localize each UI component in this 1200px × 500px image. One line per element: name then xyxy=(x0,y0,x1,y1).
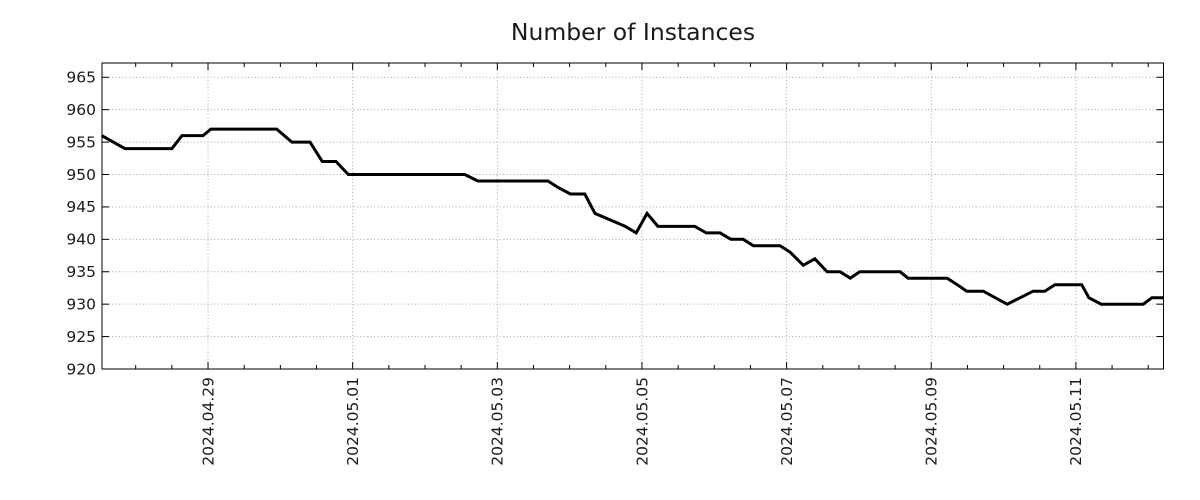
y-tick-label: 950 xyxy=(66,166,96,184)
x-tick-label: 2024.05.05 xyxy=(633,377,651,466)
y-tick-label: 935 xyxy=(66,263,96,281)
y-tick-label: 965 xyxy=(66,69,96,87)
x-tick-label: 2024.05.11 xyxy=(1067,377,1085,466)
x-tick-label: 2024.05.09 xyxy=(923,377,941,466)
series-line xyxy=(100,127,1164,306)
y-tick-label: 955 xyxy=(66,133,96,151)
x-tick-label: 2024.05.01 xyxy=(344,377,362,466)
axis-ticks xyxy=(102,63,1164,370)
y-tick-label: 960 xyxy=(66,101,96,119)
y-tick-label: 930 xyxy=(66,295,96,313)
y-tick-label: 925 xyxy=(66,328,96,346)
y-tick-labels: 920 925 930 935 940 945 950 955 960 965 xyxy=(66,69,96,379)
x-tick-label: 2024.04.29 xyxy=(199,377,217,466)
y-tick-label: 920 xyxy=(66,360,96,378)
x-tick-label: 2024.05.07 xyxy=(778,377,796,466)
grid-lines xyxy=(102,63,1164,369)
x-tick-label: 2024.05.03 xyxy=(489,377,507,466)
y-tick-label: 940 xyxy=(66,231,96,249)
chart-title: Number of Instances xyxy=(511,18,755,46)
plot-border xyxy=(101,62,1164,370)
x-tick-labels: 2024.04.29 2024.05.01 2024.05.03 2024.05.05… xyxy=(199,377,1085,466)
plot-area: 920 925 930 935 940 945 950 955 960 965 2024.04.29… xyxy=(66,62,1164,466)
y-tick-label: 945 xyxy=(66,198,96,216)
